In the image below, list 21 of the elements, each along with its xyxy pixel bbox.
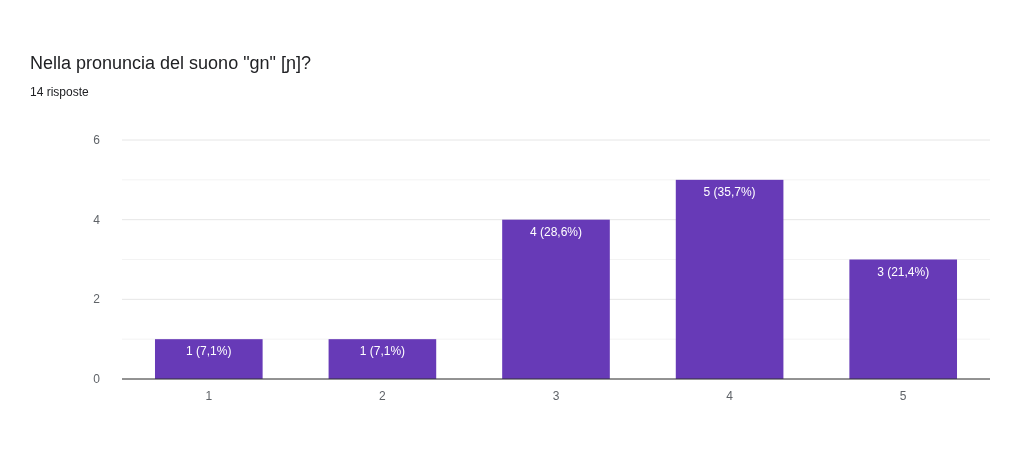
data-label: 5 (35,7%) — [703, 184, 756, 199]
x-tick-label: 2 — [379, 389, 387, 403]
x-tick-label: 5 — [899, 389, 907, 403]
y-tick-label: 0 — [93, 372, 101, 386]
data-label: 1 (7,1%) — [186, 344, 232, 359]
x-tick-label: 1 — [205, 389, 213, 403]
chart-subtitle: 14 risposte — [30, 85, 90, 99]
bar — [675, 179, 784, 379]
bar — [849, 259, 958, 379]
chart-title: Nella pronuncia del suono "gn" [ɲ]? — [30, 53, 311, 73]
bar — [328, 339, 437, 379]
data-label: 3 (21,4%) — [877, 264, 930, 279]
x-tick-label: 3 — [552, 389, 560, 403]
data-label: 4 (28,6%) — [529, 224, 583, 239]
y-tick-label: 4 — [93, 212, 101, 227]
x-tick-label: 4 — [726, 389, 734, 403]
y-tick-label: 6 — [93, 133, 101, 147]
bar — [502, 219, 610, 379]
bar — [154, 339, 263, 379]
data-label: 1 (7,1%) — [359, 344, 406, 359]
y-tick-label: 2 — [93, 292, 101, 307]
